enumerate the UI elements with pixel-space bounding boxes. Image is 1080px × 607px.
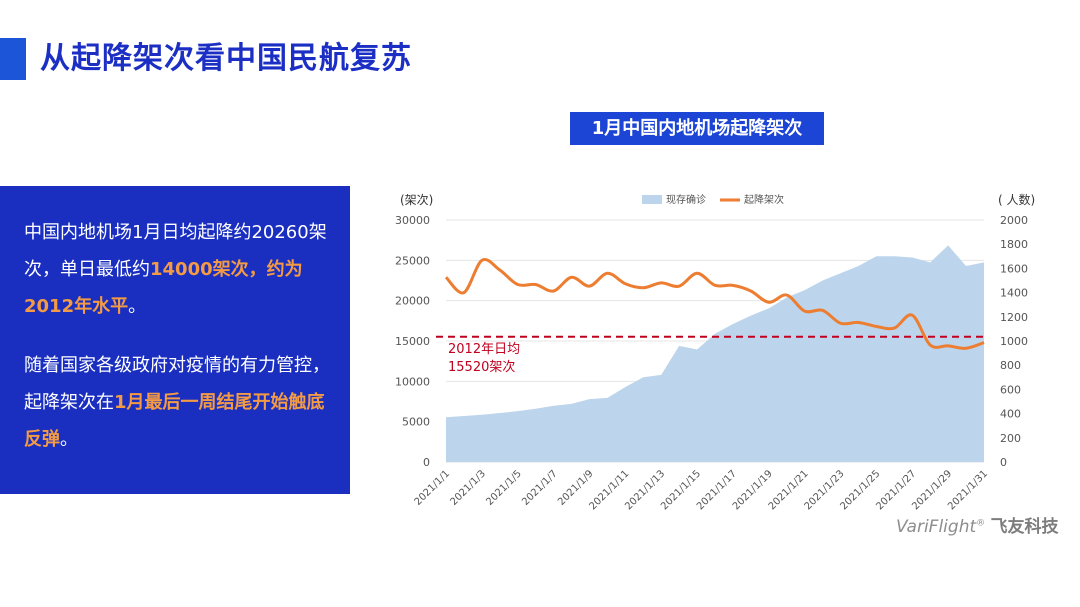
- y-right-tick-label: 1200: [1000, 311, 1028, 324]
- y-right-tick-label: 600: [1000, 383, 1021, 396]
- y-left-tick-label: 5000: [402, 416, 430, 429]
- y-right-tick-label: 1000: [1000, 335, 1028, 348]
- y-right-tick-label: 1800: [1000, 238, 1028, 251]
- summary-panel: 中国内地机场1月日均起降约20260架次，单日最低约14000架次，约为2012…: [0, 186, 350, 494]
- summary-paragraph-2: 随着国家各级政府对疫情的有力管控，起降架次在1月最后一周结尾开始触底反弹。: [24, 347, 336, 458]
- summary-text-2a: 随着国家各级政府对疫情的有力管控，起降架次在: [24, 355, 330, 413]
- summary-text-2b: 。: [60, 429, 78, 450]
- y-right-tick-label: 0: [1000, 456, 1007, 469]
- y-left-tick-label: 0: [423, 456, 430, 469]
- x-tick-label: 2021/1/3: [448, 468, 488, 508]
- reference-label-value: 15520架次: [448, 359, 515, 375]
- y-right-tick-label: 400: [1000, 408, 1021, 421]
- chart-title: 1月中国内地机场起降架次: [570, 112, 824, 145]
- y-right-tick-label: 1400: [1000, 287, 1028, 300]
- x-tick-label: 2021/1/7: [520, 468, 560, 508]
- area-series-confirmed: [446, 245, 984, 462]
- x-tick-label: 2021/1/1: [413, 468, 453, 508]
- y-right-tick-label: 2000: [1000, 214, 1028, 227]
- y-left-tick-label: 25000: [395, 254, 430, 267]
- legend-label-flights: 起降架次: [744, 193, 784, 206]
- logo-registered: ®: [976, 518, 986, 529]
- summary-text-1a: 中国内地机场1月日均起降约20260架次，单日最低约: [24, 222, 327, 280]
- y-left-axis-label: (架次): [400, 193, 433, 207]
- flights-chart: 2012年日均15520架次05000100001500020000250003…: [395, 192, 1035, 512]
- summary-highlight-1: 14000架次，约为2012年水平: [24, 259, 303, 317]
- logo-cn: 飞友科技: [990, 517, 1059, 537]
- legend-swatch-confirmed: [642, 195, 662, 204]
- summary-text-1b: 。: [128, 296, 147, 317]
- line-series-flights: [444, 258, 985, 350]
- logo-en: VariFlight: [896, 517, 977, 537]
- x-tick-label: 2021/1/5: [484, 468, 524, 508]
- page-title: 从起降架次看中国民航复苏: [40, 41, 412, 76]
- y-left-tick-label: 20000: [395, 295, 430, 308]
- y-right-tick-label: 1600: [1000, 262, 1028, 275]
- y-left-tick-label: 15000: [395, 335, 430, 348]
- y-right-tick-label: 800: [1000, 359, 1021, 372]
- legend-label-confirmed: 现存确诊: [666, 193, 706, 206]
- title-accent-bar: [0, 38, 26, 80]
- y-left-tick-label: 30000: [395, 214, 430, 227]
- variflight-logo: VariFlight® 飞友科技: [896, 512, 1059, 537]
- summary-highlight-2: 1月最后一周结尾开始触底反弹: [24, 392, 325, 450]
- reference-label-year: 2012年日均: [448, 342, 520, 357]
- y-right-axis-label: ( 人数): [998, 192, 1035, 207]
- y-left-tick-label: 10000: [395, 375, 430, 388]
- summary-paragraph-1: 中国内地机场1月日均起降约20260架次，单日最低约14000架次，约为2012…: [24, 214, 336, 325]
- y-right-tick-label: 200: [1000, 432, 1021, 445]
